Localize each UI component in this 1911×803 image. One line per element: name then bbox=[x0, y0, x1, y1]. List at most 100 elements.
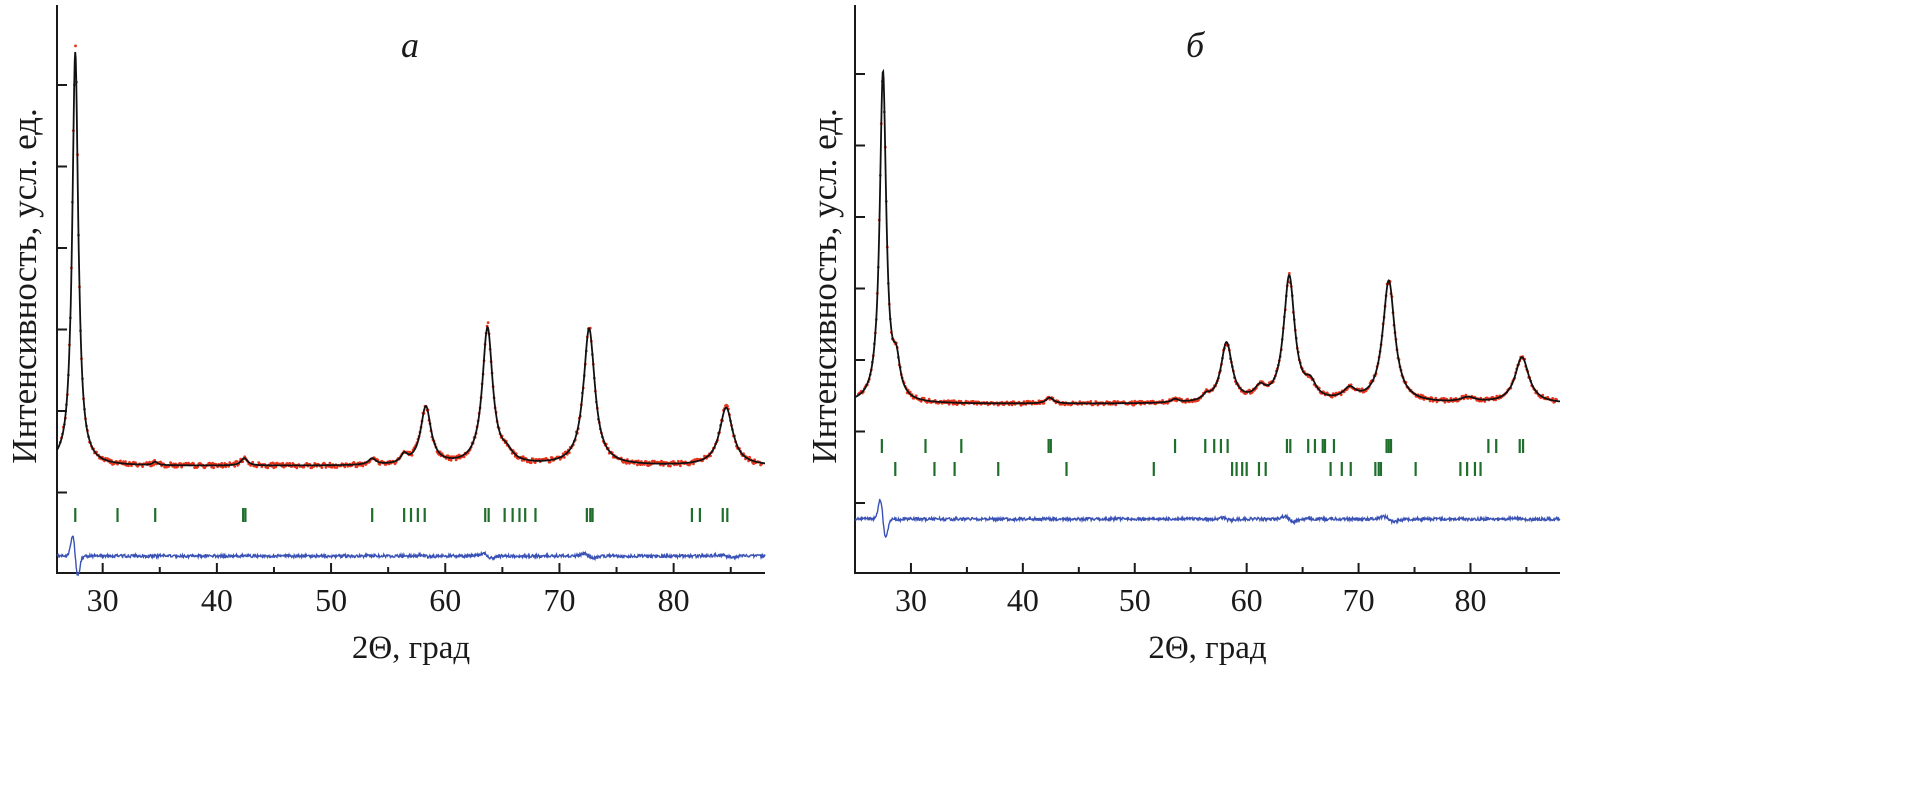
panel-label: а bbox=[401, 25, 419, 65]
x-tick-label: 80 bbox=[658, 582, 690, 618]
observed-point bbox=[637, 459, 640, 463]
observed-point bbox=[320, 466, 324, 469]
x-tick-label: 60 bbox=[429, 582, 461, 618]
x-tick-label: 80 bbox=[1454, 582, 1486, 618]
observed-point bbox=[1551, 397, 1555, 400]
observed-point bbox=[454, 458, 458, 462]
plot-group-b: 30 40 50 60 70 80 2Θ, град Интенсивность, усл. … bbox=[805, 5, 1561, 666]
observed-point bbox=[529, 461, 533, 465]
observed-point bbox=[621, 460, 625, 464]
observed-point bbox=[148, 460, 152, 464]
observed-point bbox=[947, 402, 951, 406]
observed-point bbox=[636, 463, 639, 467]
observed-point bbox=[1184, 401, 1187, 404]
observed-point bbox=[159, 460, 163, 464]
x-tick-label: 30 bbox=[895, 582, 927, 618]
observed-point bbox=[1360, 387, 1364, 391]
observed-point bbox=[288, 462, 292, 465]
observed-point bbox=[141, 465, 145, 468]
observed-point bbox=[295, 466, 299, 470]
observed-point bbox=[669, 464, 672, 468]
observed-point bbox=[679, 464, 682, 468]
observed-point bbox=[1138, 399, 1142, 403]
observed-point bbox=[355, 465, 359, 469]
observed-point bbox=[378, 463, 382, 466]
observed-point bbox=[531, 457, 535, 461]
x-tick-label: 70 bbox=[543, 582, 575, 618]
y-axis-label: Интенсивность, усл. ед. bbox=[805, 108, 844, 463]
observed-point bbox=[333, 466, 337, 469]
observed-point bbox=[449, 458, 453, 462]
observed-series bbox=[59, 44, 763, 470]
x-tick-label: 50 bbox=[315, 582, 347, 618]
observed-point bbox=[266, 466, 270, 470]
calculated-series bbox=[56, 51, 765, 467]
observed-point bbox=[251, 460, 255, 464]
observed-point bbox=[119, 459, 122, 463]
observed-point bbox=[462, 455, 466, 459]
observed-point bbox=[1421, 394, 1425, 398]
observed-point bbox=[235, 460, 239, 463]
observed-point bbox=[302, 465, 306, 469]
calculated-series bbox=[854, 68, 1560, 405]
x-axis-label: 2Θ, град bbox=[1148, 630, 1267, 666]
difference-series bbox=[56, 535, 766, 577]
reflection-markers bbox=[880, 439, 1525, 476]
observed-point bbox=[1089, 400, 1093, 403]
x-tick-label: 30 bbox=[87, 582, 119, 618]
x-axis-label: 2Θ, град bbox=[352, 630, 471, 666]
observed-point bbox=[74, 44, 77, 48]
observed-point bbox=[127, 464, 130, 468]
x-tick-label: 70 bbox=[1343, 582, 1375, 618]
observed-point bbox=[533, 461, 537, 464]
x-tick-label: 50 bbox=[1119, 582, 1151, 618]
observed-point bbox=[1478, 399, 1482, 403]
observed-point bbox=[1330, 395, 1334, 399]
observed-point bbox=[408, 450, 412, 454]
observed-point bbox=[220, 462, 224, 465]
observed-point bbox=[124, 460, 127, 463]
observed-point bbox=[521, 455, 525, 458]
observed-point bbox=[1428, 399, 1432, 403]
observed-point bbox=[748, 455, 751, 459]
panel-label: б bbox=[1186, 25, 1206, 65]
observed-point bbox=[152, 463, 156, 467]
observed-point bbox=[1449, 397, 1453, 400]
observed-point bbox=[1443, 400, 1447, 404]
plot-group-a: 30 40 50 60 70 80 2Θ, град Интенсивность, усл. … bbox=[5, 5, 766, 666]
observed-point bbox=[1010, 403, 1014, 407]
observed-point bbox=[562, 456, 566, 459]
chart-panel-b: 30 40 50 60 70 80 2Θ, град Интенсивность, усл. … bbox=[805, 5, 1561, 666]
observed-point bbox=[677, 459, 680, 463]
observed-point bbox=[192, 462, 196, 465]
observed-point bbox=[361, 464, 365, 468]
observed-point bbox=[651, 459, 654, 463]
observed-point bbox=[548, 460, 552, 464]
observed-point bbox=[1132, 403, 1136, 407]
observed-point bbox=[662, 464, 665, 467]
observed-point bbox=[1483, 400, 1487, 403]
observed-point bbox=[212, 466, 216, 470]
x-tick-label: 40 bbox=[1007, 582, 1039, 618]
observed-point bbox=[692, 462, 695, 466]
observed-point bbox=[672, 460, 675, 463]
chart-panel-a: 30 40 50 60 70 80 2Θ, град Интенсивность, усл. … bbox=[5, 5, 766, 666]
axis-lines bbox=[56, 5, 765, 574]
observed-point bbox=[486, 321, 490, 324]
observed-series bbox=[857, 77, 1558, 407]
observed-point bbox=[343, 465, 347, 469]
reflection-markers bbox=[74, 508, 729, 522]
observed-point bbox=[330, 465, 334, 469]
observed-point bbox=[919, 399, 923, 403]
x-tick-label: 40 bbox=[201, 582, 233, 618]
observed-point bbox=[122, 460, 125, 463]
x-tick-label: 60 bbox=[1231, 582, 1263, 618]
observed-point bbox=[550, 456, 554, 460]
y-axis-label: Интенсивность, усл. ед. bbox=[5, 108, 44, 463]
observed-point bbox=[1464, 393, 1468, 397]
observed-point bbox=[179, 462, 183, 465]
observed-point bbox=[281, 461, 285, 465]
observed-point bbox=[233, 465, 237, 468]
observed-point bbox=[1161, 399, 1164, 402]
